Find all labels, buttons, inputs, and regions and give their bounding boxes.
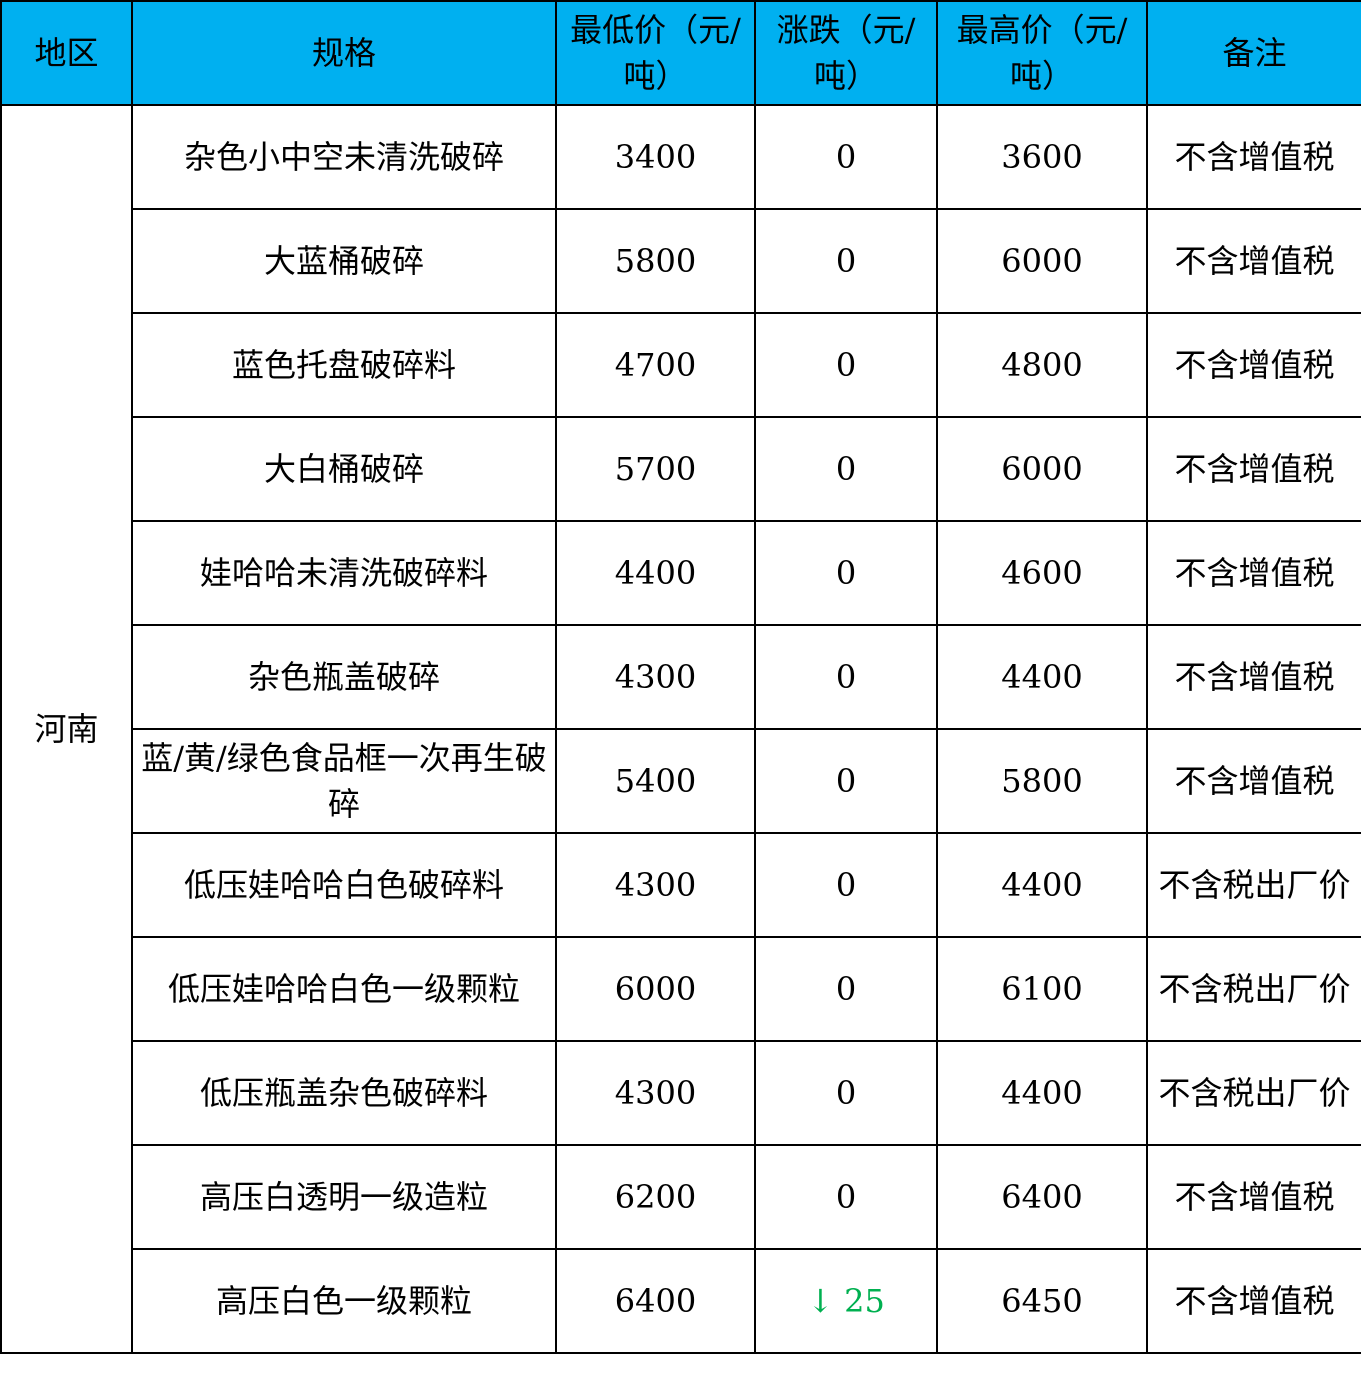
table-row: 大蓝桶破碎 5800 0 6000 不含增值税 bbox=[1, 208, 1361, 314]
low-price-cell: 6400 bbox=[555, 1248, 756, 1354]
table-row: 大白桶破碎 5700 0 6000 不含增值税 bbox=[1, 416, 1361, 522]
change-cell: 0 bbox=[754, 624, 938, 730]
spec-cell: 蓝色托盘破碎料 bbox=[131, 312, 557, 418]
high-price-cell: 4400 bbox=[936, 832, 1148, 938]
low-price-cell: 5700 bbox=[555, 416, 756, 522]
change-cell: 0 bbox=[754, 1040, 938, 1146]
change-cell: ↓ 25 bbox=[754, 1248, 938, 1354]
table-row: 蓝/黄/绿色食品框一次再生破碎 5400 0 5800 不含增值税 bbox=[1, 728, 1361, 834]
spec-cell: 高压白透明一级造粒 bbox=[131, 1144, 557, 1250]
spec-cell: 高压白色一级颗粒 bbox=[131, 1248, 557, 1354]
spec-cell: 蓝/黄/绿色食品框一次再生破碎 bbox=[131, 728, 557, 834]
low-price-cell: 4700 bbox=[555, 312, 756, 418]
spec-cell: 大蓝桶破碎 bbox=[131, 208, 557, 314]
low-price-cell: 3400 bbox=[555, 104, 756, 210]
change-cell: 0 bbox=[754, 1144, 938, 1250]
table-row: 低压娃哈哈白色破碎料 4300 0 4400 不含税出厂价 bbox=[1, 832, 1361, 938]
change-cell: 0 bbox=[754, 208, 938, 314]
change-cell: 0 bbox=[754, 936, 938, 1042]
change-cell: 0 bbox=[754, 520, 938, 626]
spec-cell: 杂色瓶盖破碎 bbox=[131, 624, 557, 730]
table-row: 高压白色一级颗粒 6400 ↓ 25 6450 不含增值税 bbox=[1, 1248, 1361, 1354]
low-price-cell: 5800 bbox=[555, 208, 756, 314]
note-cell: 不含增值税 bbox=[1146, 728, 1361, 834]
note-cell: 不含增值税 bbox=[1146, 624, 1361, 730]
note-cell: 不含增值税 bbox=[1146, 1144, 1361, 1250]
spec-cell: 大白桶破碎 bbox=[131, 416, 557, 522]
spec-cell: 低压瓶盖杂色破碎料 bbox=[131, 1040, 557, 1146]
high-price-cell: 6400 bbox=[936, 1144, 1148, 1250]
header-low-price: 最低价（元/吨） bbox=[555, 0, 756, 106]
table-row: 高压白透明一级造粒 6200 0 6400 不含增值税 bbox=[1, 1144, 1361, 1250]
spec-cell: 娃哈哈未清洗破碎料 bbox=[131, 520, 557, 626]
header-row: 地区 规格 最低价（元/吨） 涨跌（元/吨） 最高价（元/吨） 备注 bbox=[0, 0, 1361, 106]
high-price-cell: 6000 bbox=[936, 208, 1148, 314]
low-price-cell: 4300 bbox=[555, 624, 756, 730]
low-price-cell: 5400 bbox=[555, 728, 756, 834]
high-price-cell: 4600 bbox=[936, 520, 1148, 626]
change-cell: 0 bbox=[754, 416, 938, 522]
spec-cell: 低压娃哈哈白色破碎料 bbox=[131, 832, 557, 938]
high-price-cell: 4400 bbox=[936, 624, 1148, 730]
table-row: 低压瓶盖杂色破碎料 4300 0 4400 不含税出厂价 bbox=[1, 1040, 1361, 1146]
table-row: 娃哈哈未清洗破碎料 4400 0 4600 不含增值税 bbox=[1, 520, 1361, 626]
high-price-cell: 6000 bbox=[936, 416, 1148, 522]
header-high-price: 最高价（元/吨） bbox=[936, 0, 1148, 106]
high-price-cell: 6100 bbox=[936, 936, 1148, 1042]
high-price-cell: 6450 bbox=[936, 1248, 1148, 1354]
note-cell: 不含增值税 bbox=[1146, 520, 1361, 626]
change-cell: 0 bbox=[754, 728, 938, 834]
high-price-cell: 5800 bbox=[936, 728, 1148, 834]
change-cell: 0 bbox=[754, 832, 938, 938]
spec-cell: 杂色小中空未清洗破碎 bbox=[131, 104, 557, 210]
low-price-cell: 6200 bbox=[555, 1144, 756, 1250]
high-price-cell: 4800 bbox=[936, 312, 1148, 418]
note-cell: 不含增值税 bbox=[1146, 1248, 1361, 1354]
note-cell: 不含税出厂价 bbox=[1146, 936, 1361, 1042]
change-cell: 0 bbox=[754, 104, 938, 210]
low-price-cell: 4300 bbox=[555, 832, 756, 938]
low-price-cell: 4300 bbox=[555, 1040, 756, 1146]
note-cell: 不含增值税 bbox=[1146, 312, 1361, 418]
low-price-cell: 6000 bbox=[555, 936, 756, 1042]
note-cell: 不含增值税 bbox=[1146, 208, 1361, 314]
table-row: 河南 杂色小中空未清洗破碎 3400 0 3600 不含增值税 bbox=[0, 104, 1361, 1354]
high-price-cell: 3600 bbox=[936, 104, 1148, 210]
note-cell: 不含增值税 bbox=[1146, 104, 1361, 210]
high-price-cell: 4400 bbox=[936, 1040, 1148, 1146]
header-change: 涨跌（元/吨） bbox=[754, 0, 938, 106]
note-cell: 不含税出厂价 bbox=[1146, 1040, 1361, 1146]
spec-cell: 低压娃哈哈白色一级颗粒 bbox=[131, 936, 557, 1042]
table-row: 杂色瓶盖破碎 4300 0 4400 不含增值税 bbox=[1, 624, 1361, 730]
change-cell: 0 bbox=[754, 312, 938, 418]
header-region: 地区 bbox=[0, 0, 133, 106]
note-cell: 不含税出厂价 bbox=[1146, 832, 1361, 938]
region-cell: 河南 bbox=[0, 104, 133, 1354]
note-cell: 不含增值税 bbox=[1146, 416, 1361, 522]
table-row: 蓝色托盘破碎料 4700 0 4800 不含增值税 bbox=[1, 312, 1361, 418]
table-row: 低压娃哈哈白色一级颗粒 6000 0 6100 不含税出厂价 bbox=[1, 936, 1361, 1042]
header-spec: 规格 bbox=[131, 0, 557, 106]
header-note: 备注 bbox=[1146, 0, 1361, 106]
low-price-cell: 4400 bbox=[555, 520, 756, 626]
